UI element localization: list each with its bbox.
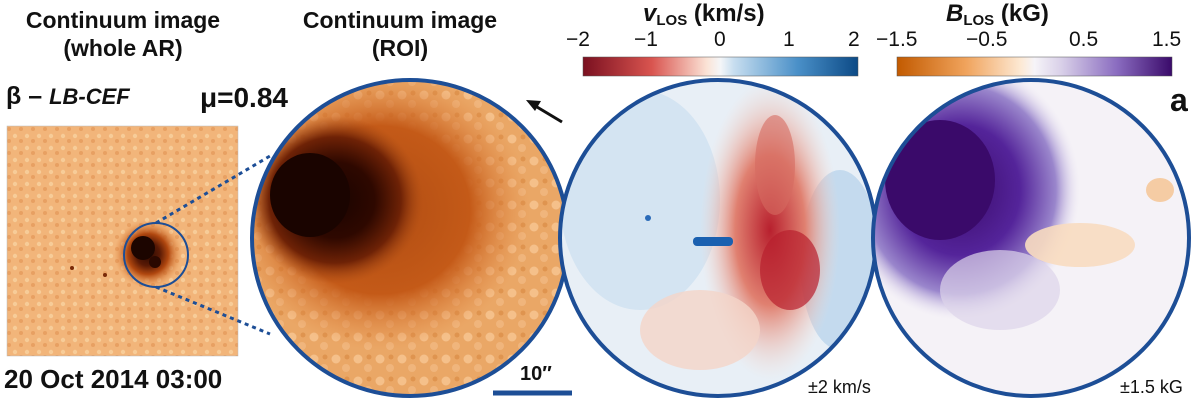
blos-map <box>873 80 1189 396</box>
roi-title: Continuum image (ROI) <box>250 6 550 62</box>
blos-tick: −1.5 <box>876 28 918 51</box>
vlos-tick: 1 <box>783 28 795 51</box>
classification-prefix: β – <box>6 82 50 110</box>
blos-colorbar-label: BLOS (kG) <box>946 0 1049 29</box>
vlos-unit: (km/s) <box>687 0 765 27</box>
blos-unit: (kG) <box>994 0 1049 27</box>
whole-ar-title-line2: (whole AR) <box>63 35 183 61</box>
blos-border <box>871 78 1191 398</box>
blos-tick: 0.5 <box>1069 28 1099 51</box>
scale-bar-label: 10″ <box>520 363 552 385</box>
vlos-range-label: ±2 km/s <box>808 377 871 397</box>
vlos-tick: −2 <box>566 28 590 51</box>
blos-symbol: B <box>946 0 964 27</box>
vlos-map <box>560 80 876 396</box>
panel-label: a <box>1170 82 1188 118</box>
classification-italic: LB-CEF <box>49 84 130 109</box>
roi-continuum-image <box>252 80 568 396</box>
blos-subscript: LOS <box>963 12 995 29</box>
connector-line-top <box>155 154 271 225</box>
blos-tick: 1.5 <box>1152 28 1182 51</box>
whole-ar-title-line1: Continuum image <box>25 7 221 33</box>
roi-title-line1: Continuum image <box>302 7 498 33</box>
vlos-tick: −1 <box>634 28 658 51</box>
north-arrow-icon <box>526 100 563 124</box>
blos-range-label: ±1.5 kG <box>1120 377 1183 397</box>
whole-ar-title: Continuum image (whole AR) <box>0 6 246 62</box>
vlos-tick: 2 <box>848 28 860 51</box>
roi-title-line2: (ROI) <box>371 35 429 61</box>
vlos-symbol: v <box>643 0 657 27</box>
vlos-tick: 0 <box>714 28 726 51</box>
vlos-colorbar <box>582 56 859 77</box>
sunspot-classification: β – LB-CEF <box>6 82 130 111</box>
vlos-subscript: LOS <box>656 12 688 29</box>
mu-value: μ=0.84 <box>200 82 288 113</box>
observation-date: 20 Oct 2014 03:00 <box>4 364 223 394</box>
whole-ar-image <box>6 125 239 357</box>
vlos-colorbar-label: vLOS (km/s) <box>643 0 765 29</box>
blos-tick: −0.5 <box>966 28 1008 51</box>
blos-colorbar <box>896 56 1173 77</box>
